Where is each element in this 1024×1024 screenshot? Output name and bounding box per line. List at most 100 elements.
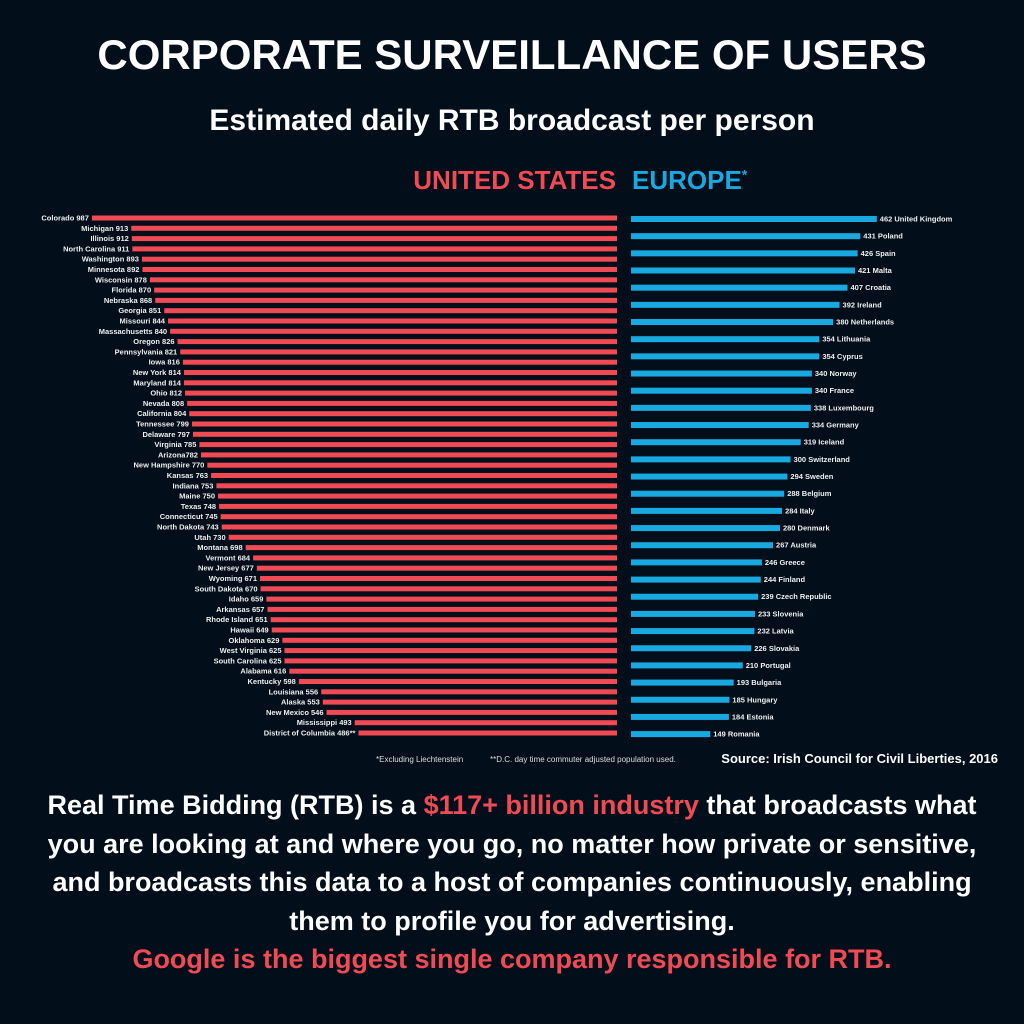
europe-bar-label: 380 Netherlands xyxy=(836,318,894,327)
us-bar-label: Delaware 797 xyxy=(142,430,190,439)
europe-bar xyxy=(631,525,780,532)
europe-bar-label: 334 Germany xyxy=(812,421,860,430)
us-bar xyxy=(91,215,617,221)
europe-bar-label: 354 Cyprus xyxy=(822,352,862,361)
europe-bar-label: 340 France xyxy=(815,386,854,395)
europe-bar xyxy=(631,542,774,549)
us-bar xyxy=(155,297,617,303)
europe-bar-label: 338 Luxembourg xyxy=(814,403,874,412)
us-bar xyxy=(164,308,617,314)
us-bar xyxy=(220,514,617,520)
us-bar xyxy=(200,452,617,458)
europe-bar-label: 232 Latvia xyxy=(757,627,794,636)
us-bar-label: South Carolina 625 xyxy=(214,656,282,665)
closing-statement: Google is the biggest single company res… xyxy=(132,944,892,974)
us-bar xyxy=(271,627,617,633)
us-bar-label: Georgia 851 xyxy=(118,306,161,315)
us-bar xyxy=(132,246,617,252)
us-bar-label: Colorado 987 xyxy=(41,214,89,223)
europe-bar-label: 185 Hungary xyxy=(732,695,778,704)
europe-bar-label: 284 Italy xyxy=(785,506,815,515)
us-bar xyxy=(284,658,617,664)
us-bar xyxy=(245,545,617,551)
us-bar-label: Massachusetts 840 xyxy=(99,327,167,336)
europe-bar xyxy=(631,473,788,480)
us-bar xyxy=(326,709,617,715)
us-bar-label: Florida 870 xyxy=(112,286,152,295)
us-bar xyxy=(189,411,617,417)
us-bar-label: Kentucky 598 xyxy=(248,677,296,686)
europe-bar-label: 210 Portugal xyxy=(746,661,791,670)
europe-bar xyxy=(631,439,801,446)
us-bar-label: Virginia 785 xyxy=(154,440,196,449)
europe-bar xyxy=(631,319,834,326)
body-part-1: Real Time Bidding (RTB) is a xyxy=(47,790,424,820)
us-bar xyxy=(192,431,617,437)
us-bar-label: Maine 750 xyxy=(179,492,215,501)
europe-bar xyxy=(631,336,820,343)
europe-bar xyxy=(631,628,755,635)
europe-bar xyxy=(631,679,734,686)
us-bar-label: Utah 730 xyxy=(194,533,225,542)
us-bar xyxy=(177,339,617,345)
us-bar-label: Arizona782 xyxy=(158,450,198,459)
us-bar xyxy=(298,679,617,684)
europe-bar xyxy=(631,456,791,463)
us-bar xyxy=(183,370,617,375)
us-bar-label: Alabama 616 xyxy=(240,667,286,676)
note-dc: **D.C. day time commuter adjusted popula… xyxy=(490,755,676,764)
us-bar-label: Illinois 912 xyxy=(90,234,128,243)
europe-bar-label: 421 Malta xyxy=(858,266,893,275)
us-bar xyxy=(207,462,618,468)
europe-bar-label: 392 Ireland xyxy=(843,300,883,309)
us-bar-label: Pennsylvania 821 xyxy=(115,347,178,356)
us-bar xyxy=(142,267,617,272)
europe-bar xyxy=(631,284,848,291)
europe-bar xyxy=(631,559,762,566)
us-bar xyxy=(219,503,617,509)
us-bar xyxy=(131,225,617,231)
us-bar-label: West Virginia 625 xyxy=(220,646,282,655)
europe-bar-label: 462 United Kingdom xyxy=(880,215,953,224)
europe-bar xyxy=(631,507,783,514)
us-bar xyxy=(284,648,617,654)
us-bar xyxy=(170,328,617,334)
page-title: CORPORATE SURVEILLANCE OF USERS xyxy=(97,31,927,78)
us-bar xyxy=(211,473,618,478)
europe-bar xyxy=(631,216,877,222)
us-bar xyxy=(266,596,617,602)
us-bar-label: New Mexico 546 xyxy=(266,708,324,717)
us-bar-label: North Dakota 743 xyxy=(157,523,219,532)
us-bar-label: Hawaii 649 xyxy=(230,626,268,635)
us-bar-label: Iowa 816 xyxy=(149,358,180,367)
source: Source: Irish Council for Civil Libertie… xyxy=(721,751,998,766)
us-bar xyxy=(131,236,618,242)
europe-bar xyxy=(631,610,755,617)
us-bar-label: Wyoming 671 xyxy=(209,574,257,583)
us-bar-label: California 804 xyxy=(137,409,187,418)
us-bar-label: New Jersey 677 xyxy=(198,564,254,573)
europe-bar-label: 319 Iceland xyxy=(804,438,845,447)
us-bar-label: Oregon 826 xyxy=(133,337,174,346)
europe-bar xyxy=(631,645,752,652)
us-bar xyxy=(167,318,617,324)
legend-us: UNITED STATES xyxy=(413,165,616,195)
us-bar xyxy=(154,287,617,293)
us-bar xyxy=(260,576,617,581)
us-bar-label: South Dakota 670 xyxy=(195,584,258,593)
us-bar xyxy=(182,359,617,365)
us-bar xyxy=(191,421,617,427)
us-bar-label: Maryland 814 xyxy=(133,378,181,387)
europe-bar-label: 280 Denmark xyxy=(783,524,831,533)
us-bar xyxy=(267,606,617,612)
legend-europe: EUROPE* xyxy=(632,165,747,196)
europe-bar-label: 294 Sweden xyxy=(790,472,833,481)
us-bar xyxy=(228,534,617,540)
europe-bar-label: 300 Switzerland xyxy=(794,455,851,464)
body-highlight: $117+ billion industry xyxy=(423,790,699,820)
us-bar-label: Connecticut 745 xyxy=(160,512,218,521)
us-bar-label: Washington 893 xyxy=(82,255,139,264)
us-bar xyxy=(289,668,617,674)
body-part-2: that broadcasts what you are looking at … xyxy=(47,790,977,936)
